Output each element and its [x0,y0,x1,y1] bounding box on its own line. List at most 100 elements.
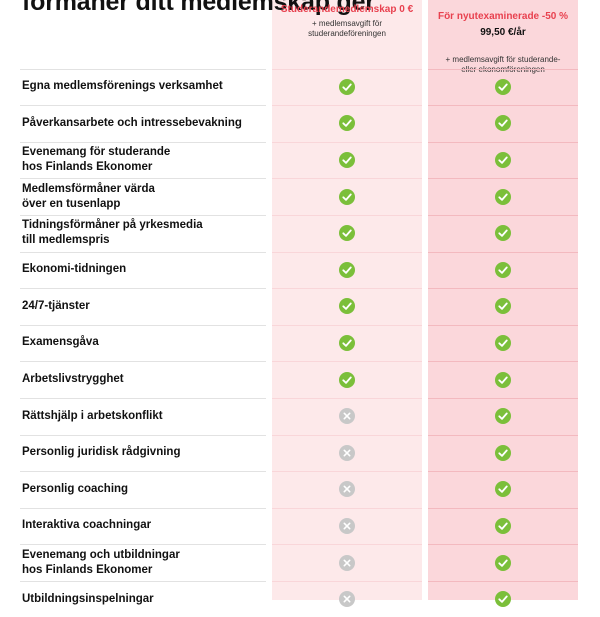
row-divider [428,214,578,216]
row-divider [20,471,266,473]
check-icon [495,225,511,242]
check-icon [495,591,511,608]
table-row: Tidningsförmåner på yrkesmedia till medl… [0,214,600,252]
plan-name: Studerandemedlemskap 0 € [280,4,414,15]
row-divider [428,507,578,509]
plan-note: + medlemsavgift för studerandeföreningen [308,19,386,38]
row-divider [428,361,578,363]
row-divider [20,251,266,253]
cross-icon [339,591,355,608]
plan-price: 99,50 €/år [480,27,526,38]
row-divider [428,105,578,107]
row-divider [272,580,422,582]
plan-header-graduate: För nyutexaminerade -50 % 99,50 €/år + m… [428,0,578,75]
check-icon [495,554,511,571]
table-row: Interaktiva coachningar [0,507,600,545]
row-divider [272,178,422,180]
cross-icon [339,408,355,425]
benefit-label: Utbildningsinspelningar [22,592,154,605]
table-row: Ekonomi-tidningen [0,251,600,289]
plan-header-student: Studerandemedlemskap 0 € + medlemsavgift… [272,0,422,39]
check-icon [339,225,355,242]
table-row: Medlemsförmåner värda över en tusenlapp [0,178,600,215]
row-divider [428,580,578,582]
check-icon [495,334,511,351]
check-icon [495,444,511,461]
row-divider [20,288,266,290]
row-divider [20,361,266,363]
benefit-label: Tidningsförmåner på yrkesmedia till medl… [22,219,203,247]
table-row: Evenemang och utbildningar hos Finlands … [0,544,600,581]
row-divider [272,251,422,253]
table-row: Egna medlemsförenings verksamhet [0,68,600,106]
check-icon [495,517,511,534]
benefit-label: Medlemsförmåner värda över en tusenlapp [22,182,155,210]
cross-icon [339,481,355,498]
check-icon [339,298,355,315]
cross-icon [339,554,355,571]
row-divider [272,507,422,509]
table-row: Rättshjälp i arbetskonflikt [0,397,600,435]
check-icon [339,188,355,205]
benefit-label: 24/7-tjänster [22,299,90,312]
check-icon [495,151,511,168]
row-divider [20,324,266,326]
row-divider [272,544,422,546]
benefit-label: Arbetslivstrygghet [22,373,124,386]
check-icon [495,408,511,425]
table-row: Påverkansarbete och intressebevakning [0,105,600,142]
benefit-label: Interaktiva coachningar [22,519,152,532]
row-divider [428,251,578,253]
row-divider [428,324,578,326]
check-icon [339,334,355,351]
row-divider [20,105,266,107]
benefit-label: Evenemang och utbildningar hos Finlands … [22,548,180,576]
row-divider [272,288,422,290]
row-divider [428,544,578,546]
row-divider [272,471,422,473]
row-divider [272,141,422,143]
row-divider [428,434,578,436]
benefit-label: Påverkansarbete och intressebevakning [22,116,242,129]
check-icon [339,371,355,388]
check-icon [495,371,511,388]
plan-name: För nyutexaminerade -50 % [437,11,569,22]
cross-icon [339,444,355,461]
check-icon [495,78,511,95]
row-divider [272,214,422,216]
table-row: 24/7-tjänster [0,288,600,325]
page-title: förmåner ditt medlemskap ger [22,0,375,16]
check-icon [495,298,511,315]
row-divider [272,397,422,399]
row-divider [428,141,578,143]
row-divider [272,324,422,326]
check-icon [339,115,355,132]
table-row: Personlig coaching [0,471,600,508]
row-divider [272,68,422,70]
row-divider [272,361,422,363]
table-row: Evenemang för studerande hos Finlands Ek… [0,141,600,179]
row-divider [20,178,266,180]
row-divider [428,397,578,399]
row-divider [428,471,578,473]
check-icon [495,261,511,278]
benefit-label: Ekonomi-tidningen [22,263,127,276]
row-divider [20,214,266,216]
row-divider [428,68,578,70]
row-divider [20,544,266,546]
row-divider [20,397,266,399]
check-icon [339,151,355,168]
row-divider [428,178,578,180]
table-row: Examensgåva [0,324,600,362]
table-row: Arbetslivstrygghet [0,361,600,398]
row-divider [428,288,578,290]
benefit-label: Egna medlemsförenings verksamhet [22,80,223,93]
cross-icon [339,517,355,534]
row-divider [20,434,266,436]
plan-note: + medlemsavgift för studerande- eller ek… [445,55,561,74]
table-row: Utbildningsinspelningar [0,580,600,617]
row-divider [20,68,266,70]
check-icon [495,188,511,205]
check-icon [339,261,355,278]
benefit-label: Personlig coaching [22,482,129,495]
